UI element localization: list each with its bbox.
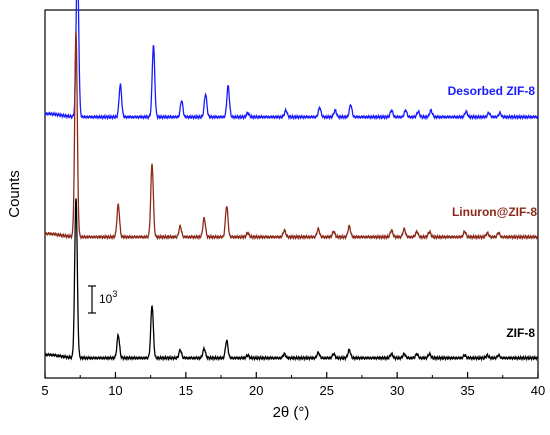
series-label-desorbed-zif-8: Desorbed ZIF-8 (448, 84, 536, 98)
x-tick-label: 40 (531, 383, 545, 398)
y-axis-title: Counts (6, 170, 23, 218)
series-line-linuron-zif-8 (44, 31, 539, 241)
series-line-desorbed-zif-8 (44, 0, 539, 121)
series-label-linuron-zif-8: Linuron@ZIF-8 (452, 205, 537, 219)
x-tick-label: 10 (108, 383, 122, 398)
x-axis-title: 2θ (°) (273, 404, 310, 421)
plot-frame (44, 9, 539, 379)
x-tick-label: 20 (249, 383, 263, 398)
x-tick-label: 5 (41, 383, 48, 398)
x-tick-label: 25 (319, 383, 333, 398)
series-label-zif-8: ZIF-8 (506, 326, 535, 340)
scale-bar-label: 103 (99, 289, 117, 306)
scale-bar: 103 (88, 285, 117, 314)
x-tick-label: 30 (390, 383, 404, 398)
x-ticks: 5 10 15 20 25 30 35 40 (41, 372, 545, 398)
series-traces (44, 0, 539, 362)
series-labels: Desorbed ZIF-8 Linuron@ZIF-8 ZIF-8 (448, 84, 538, 340)
x-tick-label: 15 (179, 383, 193, 398)
scale-bar-exponent: 3 (112, 289, 117, 299)
series-line-zif-8 (44, 198, 539, 362)
x-tick-label: 35 (460, 383, 474, 398)
